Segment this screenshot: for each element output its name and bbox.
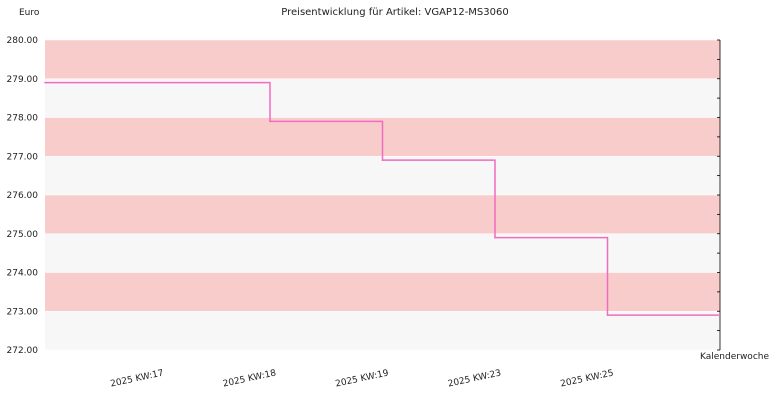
x-tick-label: 2025 KW:18 — [222, 368, 277, 389]
y-tick-label: 277.00 — [7, 152, 39, 162]
y-tick-marks — [717, 39, 720, 351]
background-band — [45, 156, 720, 195]
background-band — [45, 311, 720, 350]
price-point — [269, 120, 271, 123]
y-tick-label: 279.00 — [7, 75, 39, 85]
y-tick-label: 273.00 — [7, 307, 39, 317]
price-series — [44, 81, 720, 316]
x-tick-label: 2025 KW:25 — [560, 369, 615, 390]
price-point — [606, 314, 609, 316]
background-band — [45, 233, 720, 273]
y-tick-label: 272.00 — [7, 346, 39, 356]
background-band — [45, 272, 720, 312]
price-step-line — [45, 81, 720, 316]
y-tick-label: 275.00 — [7, 230, 39, 240]
y-tick-label: 276.00 — [7, 191, 39, 201]
x-tick-labels: 2025 KW:17 2025 KW:18 2025 KW:19 2025 KW:23… — [110, 368, 615, 389]
x-tick-label: 2025 KW:23 — [447, 369, 502, 390]
x-tick-label: 2025 KW:17 — [110, 369, 165, 390]
price-point — [494, 236, 496, 239]
y-tick-label: 274.00 — [7, 269, 39, 279]
x-axis-label: Kalenderwoche — [700, 352, 769, 362]
price-point — [44, 81, 46, 84]
background-band — [45, 78, 720, 118]
background-band — [45, 40, 720, 79]
y-tick-label: 280.00 — [7, 36, 39, 46]
y-tick-label: 278.00 — [7, 114, 39, 124]
y-tick-labels: 272.00 273.00 274.00 275.00 276.00 277.00 278.… — [7, 36, 39, 356]
x-tick-label: 2025 KW:19 — [335, 368, 390, 389]
background-band — [45, 195, 720, 234]
y-axis-label: Euro — [19, 8, 40, 18]
chart-title: Preisentwicklung für Artikel: VGAP12-MS3… — [281, 7, 508, 18]
price-point — [381, 159, 384, 161]
